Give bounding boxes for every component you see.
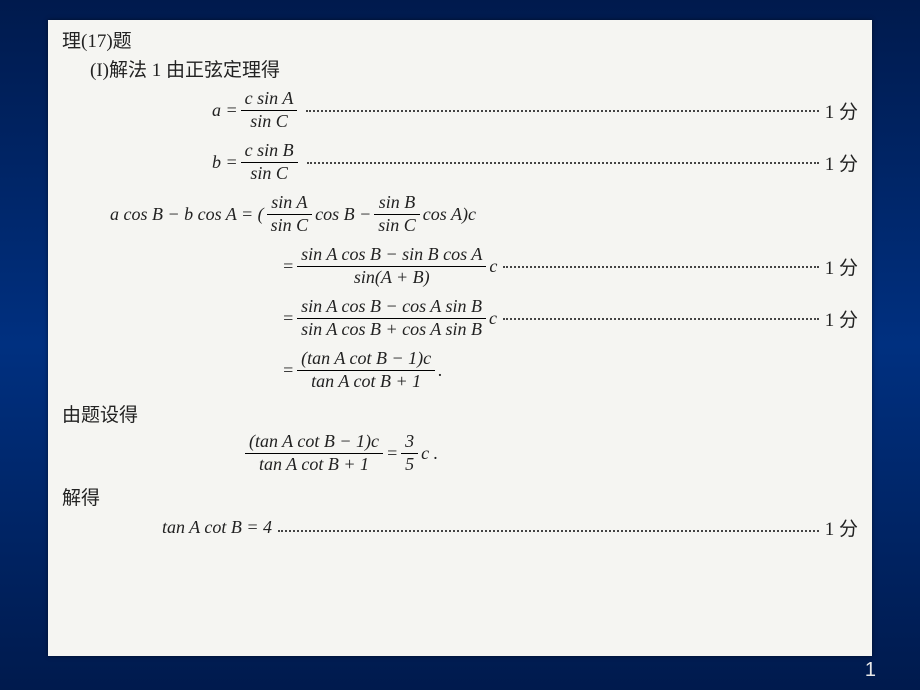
equation-line-1: a = c sin A sin C 1 分 bbox=[62, 86, 858, 134]
slide-page-number: 1 bbox=[865, 659, 876, 682]
equation-7: (tan A cot B − 1)c tan A cot B + 1 = 3 5… bbox=[242, 431, 438, 475]
denominator: sin(A + B) bbox=[350, 267, 434, 289]
lhs: a = bbox=[212, 100, 238, 121]
numerator: c sin B bbox=[241, 140, 298, 162]
denominator: sin C bbox=[267, 215, 313, 237]
equation-line-7: (tan A cot B − 1)c tan A cot B + 1 = 3 5… bbox=[62, 429, 858, 477]
prefix: = bbox=[282, 308, 294, 329]
numerator: c sin A bbox=[241, 88, 298, 110]
denominator: sin C bbox=[246, 111, 292, 133]
score-label: 1 分 bbox=[825, 97, 858, 124]
lhs: b = bbox=[212, 152, 238, 173]
numerator: (tan A cot B − 1)c bbox=[297, 348, 435, 370]
suffix: c bbox=[489, 256, 497, 277]
dotted-leader bbox=[306, 110, 818, 112]
suffix: c bbox=[489, 308, 497, 329]
equation-line-6: = (tan A cot B − 1)c tan A cot B + 1 . bbox=[62, 346, 858, 394]
prefix: = bbox=[282, 256, 294, 277]
equation-6: = (tan A cot B − 1)c tan A cot B + 1 . bbox=[282, 348, 443, 392]
paper-content: 理(17)题 (I)解法 1 由正弦定理得 a = c sin A sin C … bbox=[48, 20, 872, 542]
problem-title: 理(17)题 bbox=[62, 26, 858, 53]
paper-page: 理(17)题 (I)解法 1 由正弦定理得 a = c sin A sin C … bbox=[48, 20, 872, 656]
score-label: 1 分 bbox=[825, 305, 858, 332]
dotted-leader bbox=[503, 266, 818, 268]
fraction: c sin A sin C bbox=[241, 88, 298, 132]
equation-5: = sin A cos B − cos A sin B sin A cos B … bbox=[282, 296, 497, 340]
fraction: sin A cos B − cos A sin B sin A cos B + … bbox=[297, 296, 486, 340]
result-text: tan A cot B = 4 bbox=[162, 517, 272, 538]
equation-line-4: = sin A cos B − sin B cos A sin(A + B) c… bbox=[62, 242, 858, 290]
score-label: 1 分 bbox=[825, 253, 858, 280]
equation-line-5: = sin A cos B − cos A sin B sin A cos B … bbox=[62, 294, 858, 342]
solving-label: 解得 bbox=[62, 483, 858, 510]
fraction: (tan A cot B − 1)c tan A cot B + 1 bbox=[297, 348, 435, 392]
by-problem-label: 由题设得 bbox=[62, 400, 858, 427]
denominator: tan A cot B + 1 bbox=[255, 454, 373, 476]
denominator: sin C bbox=[246, 163, 292, 185]
equation-line-3: a cos B − b cos A = ( sin A sin C cos B … bbox=[62, 190, 858, 238]
numerator: sin A bbox=[267, 192, 311, 214]
fraction-2: sin B sin C bbox=[374, 192, 420, 236]
dotted-leader bbox=[503, 318, 819, 320]
fraction-1: sin A sin C bbox=[267, 192, 313, 236]
fraction-2: 3 5 bbox=[401, 431, 418, 475]
method-subtitle: (I)解法 1 由正弦定理得 bbox=[90, 55, 858, 82]
score-label: 1 分 bbox=[825, 514, 858, 541]
denominator: sin A cos B + cos A sin B bbox=[297, 319, 486, 341]
equation-line-2: b = c sin B sin C 1 分 bbox=[62, 138, 858, 186]
numerator: sin A cos B − sin B cos A bbox=[297, 244, 486, 266]
fraction: c sin B sin C bbox=[241, 140, 298, 184]
numerator: 3 bbox=[401, 431, 418, 453]
fraction-1: (tan A cot B − 1)c tan A cot B + 1 bbox=[245, 431, 383, 475]
equation-4: = sin A cos B − sin B cos A sin(A + B) c bbox=[282, 244, 497, 288]
equation-line-8: tan A cot B = 4 1 分 bbox=[62, 512, 858, 542]
equals: = bbox=[386, 443, 398, 464]
suffix: c . bbox=[421, 443, 438, 464]
dotted-leader bbox=[278, 530, 819, 532]
denominator: sin C bbox=[374, 215, 420, 237]
score-label: 1 分 bbox=[825, 149, 858, 176]
dotted-leader bbox=[307, 162, 819, 164]
denominator: tan A cot B + 1 bbox=[307, 371, 425, 393]
denominator: 5 bbox=[401, 454, 418, 476]
prefix: = bbox=[282, 360, 294, 381]
equation-1: a = c sin A sin C bbox=[212, 88, 300, 132]
mid-text: cos B − bbox=[315, 204, 371, 225]
fraction: sin A cos B − sin B cos A sin(A + B) bbox=[297, 244, 486, 288]
numerator: (tan A cot B − 1)c bbox=[245, 431, 383, 453]
numerator: sin A cos B − cos A sin B bbox=[297, 296, 486, 318]
lhs: a cos B − b cos A = ( bbox=[110, 204, 264, 225]
tail-text: cos A)c bbox=[423, 204, 476, 225]
numerator: sin B bbox=[375, 192, 420, 214]
suffix: . bbox=[438, 360, 443, 381]
equation-8: tan A cot B = 4 bbox=[162, 517, 272, 538]
equation-3: a cos B − b cos A = ( sin A sin C cos B … bbox=[110, 192, 476, 236]
equation-2: b = c sin B sin C bbox=[212, 140, 301, 184]
